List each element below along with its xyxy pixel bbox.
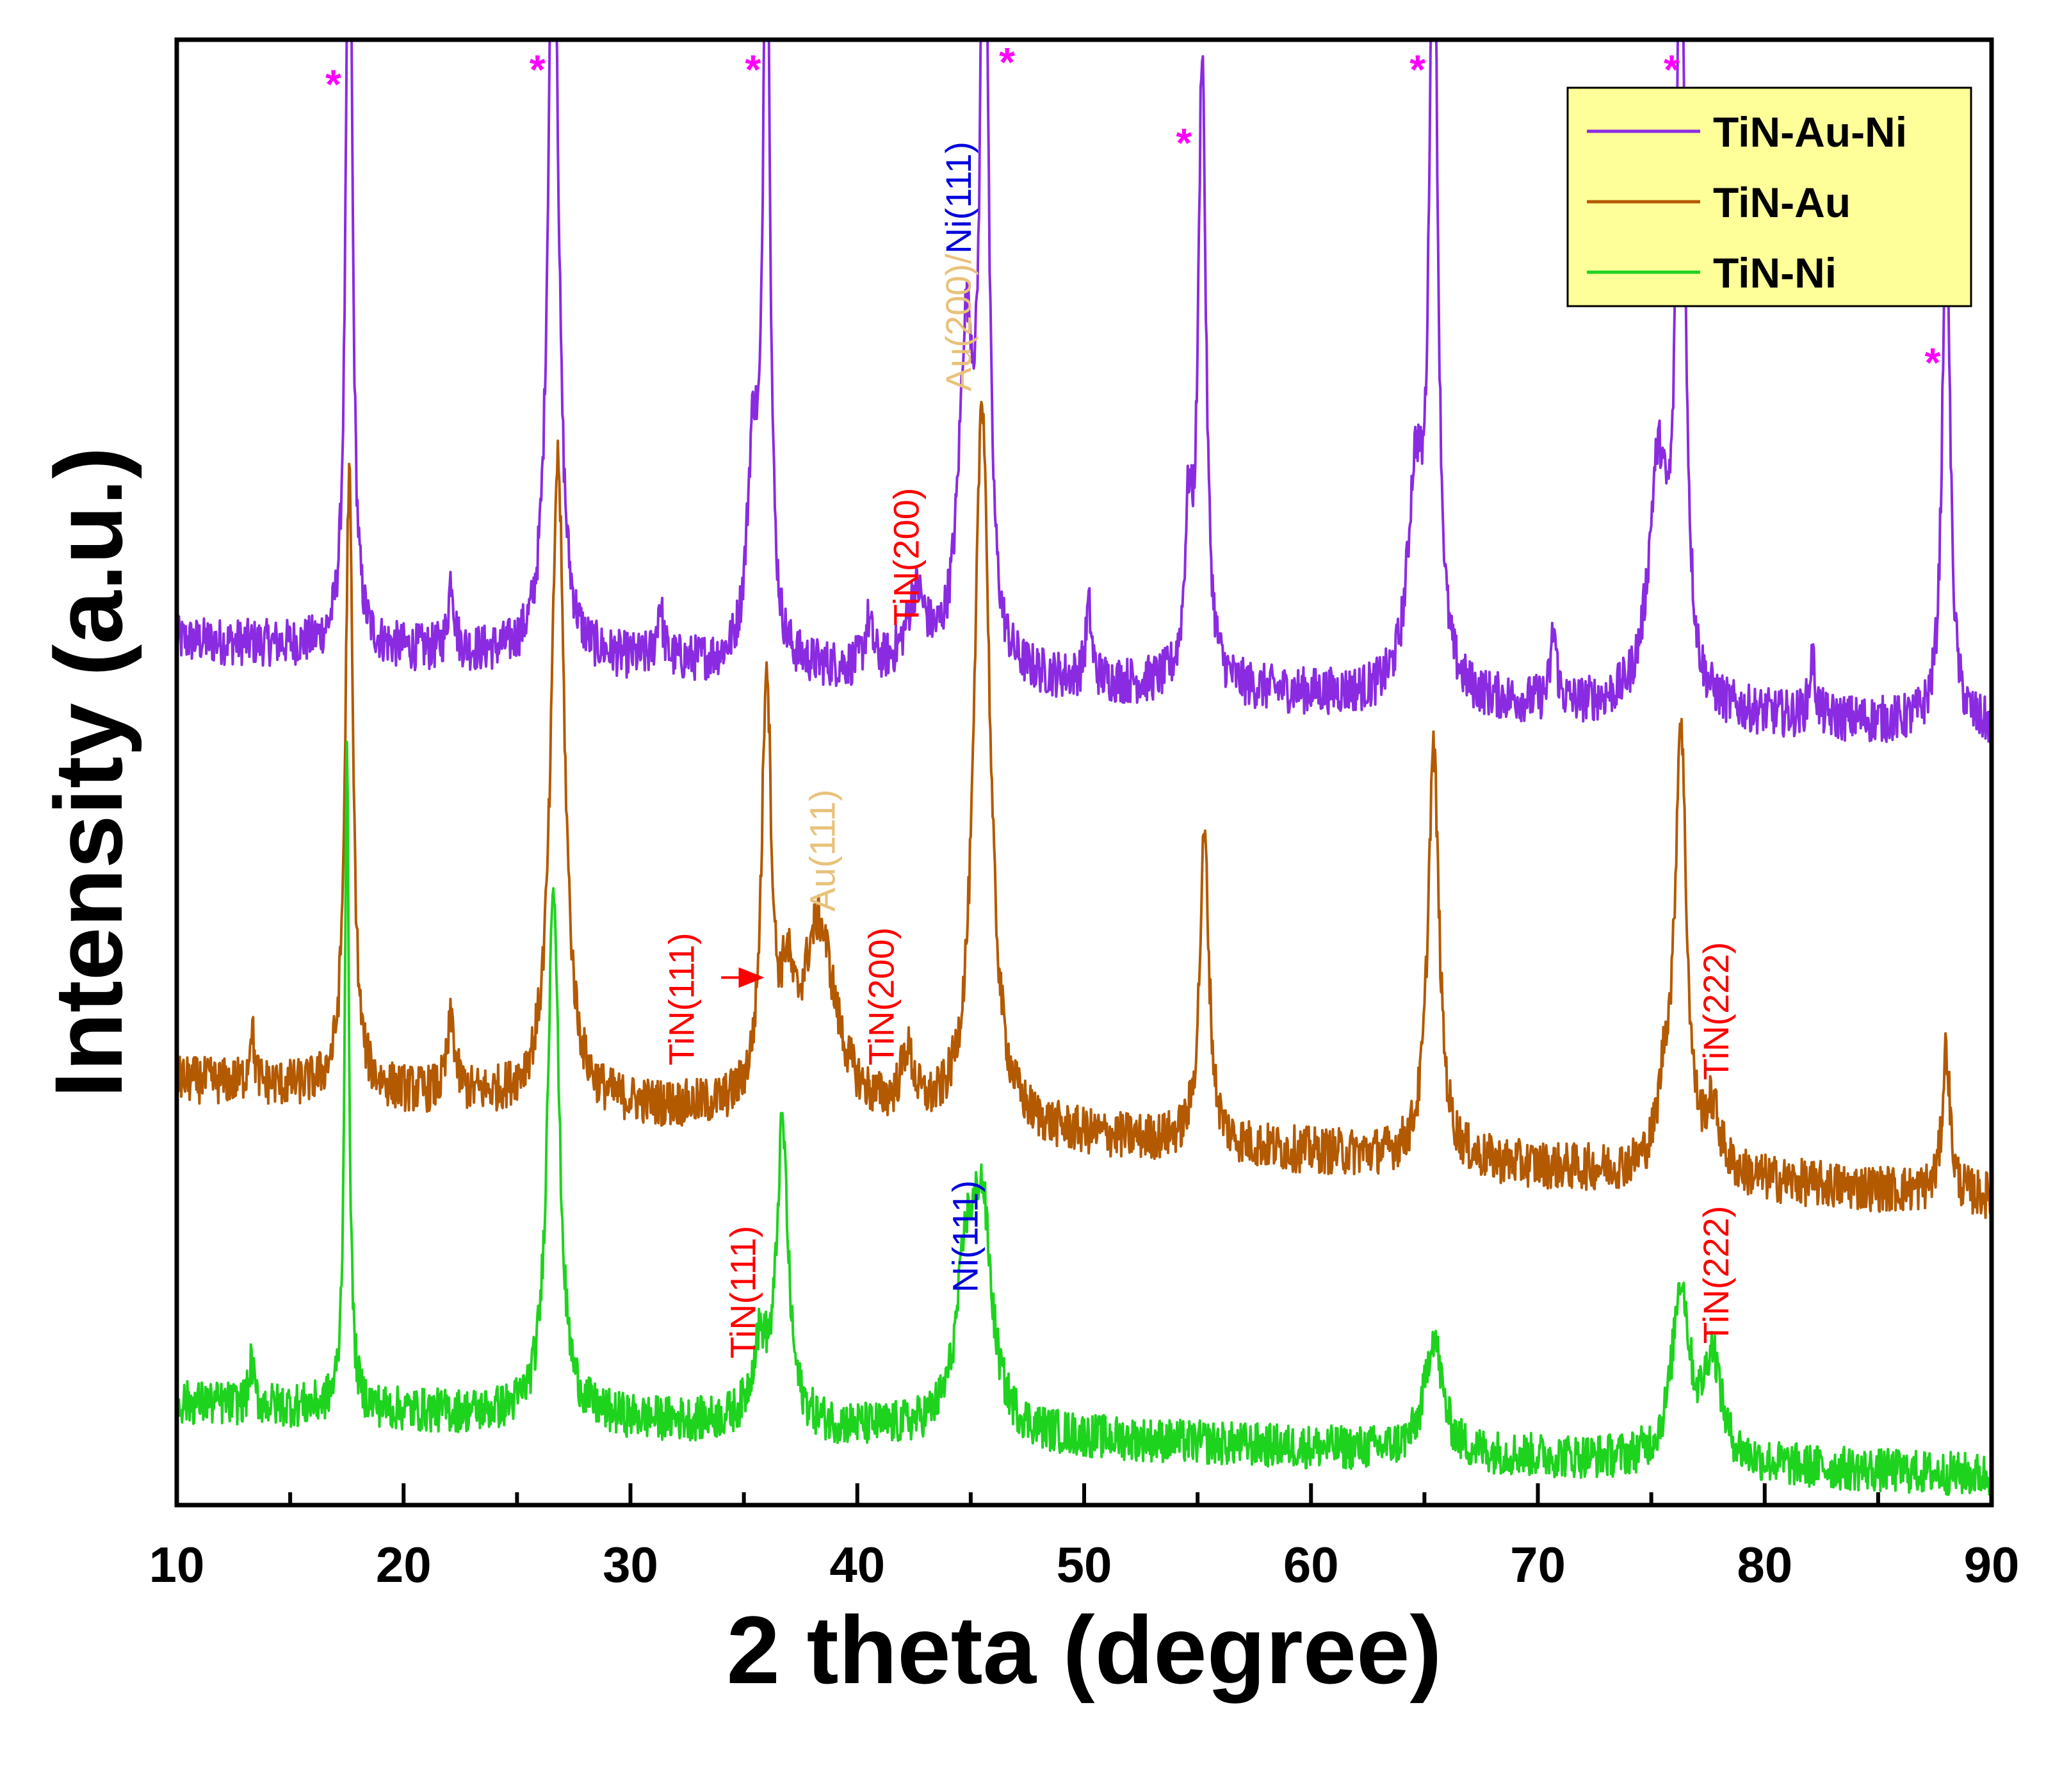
x-tick-label: 80 bbox=[1737, 1536, 1792, 1593]
x-tick-label: 90 bbox=[1964, 1536, 2020, 1593]
peak-star-marker: * bbox=[1924, 339, 1940, 386]
x-tick-label: 10 bbox=[149, 1536, 205, 1593]
x-axis-title: 2 theta (degree) bbox=[727, 1596, 1442, 1704]
peak-star-marker: * bbox=[530, 47, 546, 93]
series-line-tin-au bbox=[177, 400, 1992, 1219]
y-axis-title: Intensity (a.u.) bbox=[35, 447, 142, 1098]
peak-label: Ni(111) bbox=[945, 1180, 986, 1292]
peak-star-marker: * bbox=[1176, 120, 1192, 166]
peak-label: TiN(222) bbox=[1696, 1206, 1736, 1344]
series-lines bbox=[177, 40, 1992, 1496]
peak-star-marker: * bbox=[325, 61, 341, 108]
legend-label: TiN-Au bbox=[1713, 179, 1851, 226]
x-tick-label: 60 bbox=[1283, 1536, 1339, 1593]
peak-annotations: * * * * * * * * TiN(200) TiN(111) Au(111) TiN(200) T… bbox=[325, 39, 1940, 1358]
legend-box bbox=[1566, 86, 1972, 307]
legend-label: TiN-Au-Ni bbox=[1713, 108, 1907, 156]
legend-label: TiN-Ni bbox=[1713, 249, 1837, 297]
x-tick-label: 30 bbox=[603, 1536, 658, 1593]
x-axis-ticks: 10 20 30 40 50 60 70 80 90 bbox=[149, 1483, 2020, 1593]
x-tick-label: 50 bbox=[1057, 1536, 1112, 1593]
peak-label: TiN(111) bbox=[662, 933, 702, 1065]
series-line-tin-au-ni bbox=[177, 40, 1992, 744]
peak-label: TiN(222) bbox=[1696, 942, 1736, 1080]
legend: TiN-Au-Ni TiN-Au TiN-Ni bbox=[1566, 86, 1972, 307]
peak-label: TiN(200) bbox=[861, 927, 901, 1066]
x-tick-label: 70 bbox=[1510, 1536, 1566, 1593]
x-tick-label: 20 bbox=[376, 1536, 432, 1593]
peak-star-marker: * bbox=[1409, 47, 1425, 93]
peak-label: TiN(200) bbox=[886, 487, 926, 626]
arrow-head bbox=[738, 967, 765, 988]
x-tick-label: 40 bbox=[829, 1536, 885, 1593]
peak-star-marker: * bbox=[745, 47, 761, 93]
peak-label: Au(111) bbox=[802, 789, 842, 911]
peak-star-marker: * bbox=[999, 39, 1015, 85]
peak-label-au200-ni111: Au(200)/Ni(111) bbox=[938, 142, 978, 391]
series-line-tin-ni bbox=[177, 740, 1992, 1496]
peak-star-marker: * bbox=[1664, 47, 1680, 93]
peak-label: TiN(111) bbox=[722, 1226, 763, 1358]
